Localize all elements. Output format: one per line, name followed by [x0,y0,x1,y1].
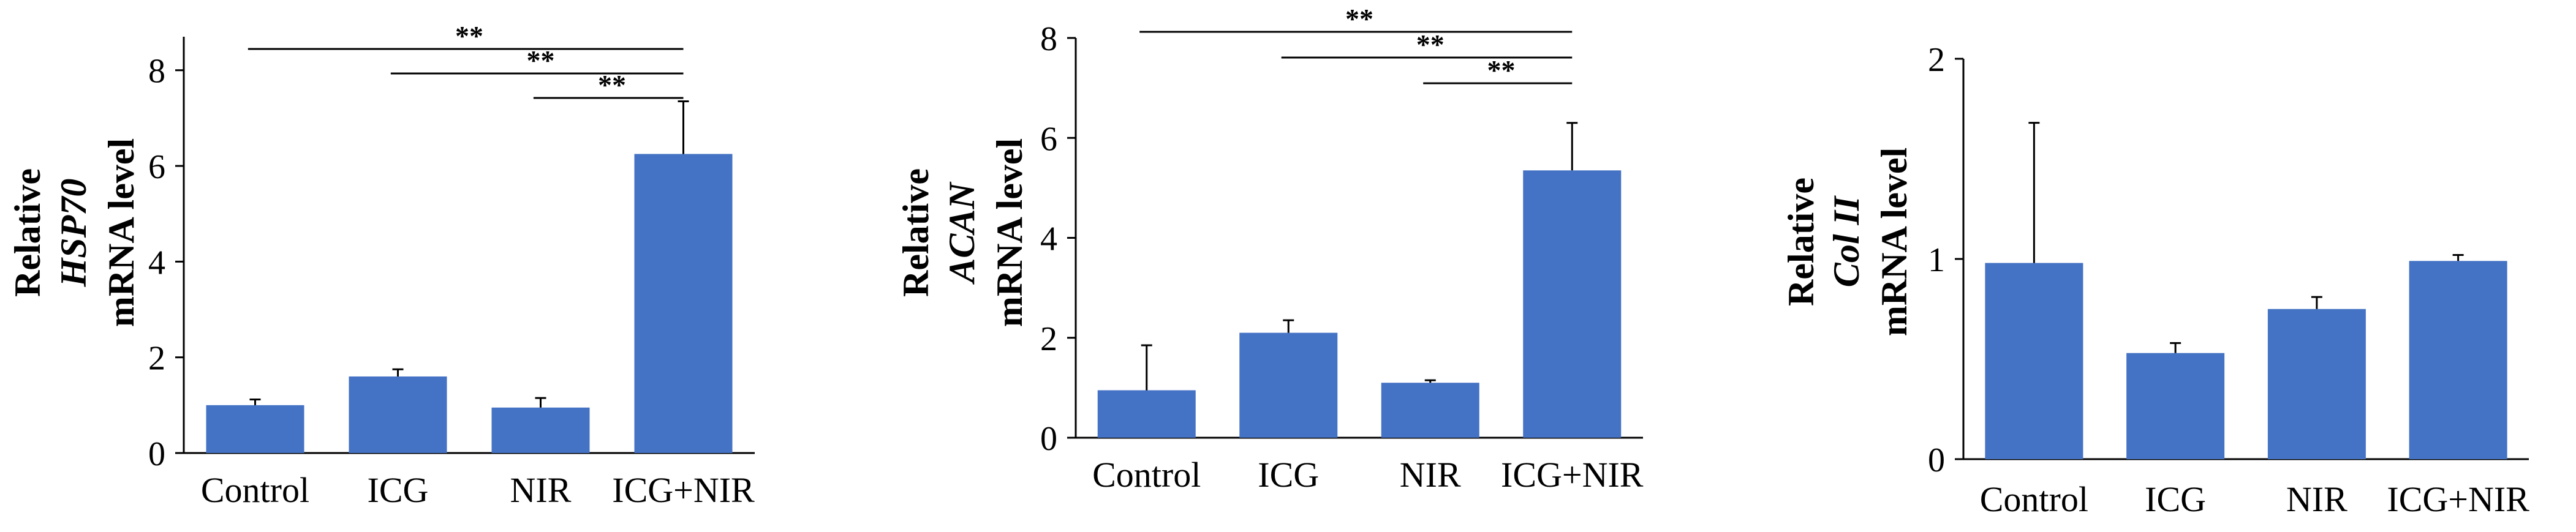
y-tick-label: 2 [1928,41,1945,79]
category-label: ICG+NIR [2387,479,2529,519]
bar-control [1985,263,2083,459]
significance-label: ** [1345,3,1373,34]
y-tick-label: 8 [148,53,165,91]
y-axis-label: Relative [7,168,48,297]
significance-label: ** [1487,54,1516,86]
category-label: NIR [2286,479,2347,519]
y-axis-label: mRNA level [989,138,1030,327]
bar-control [1097,390,1196,438]
category-label: NIR [510,470,572,510]
y-tick-label: 6 [148,148,165,186]
y-tick-label: 1 [1928,241,1945,279]
y-tick-label: 4 [148,244,165,282]
y-axis-label: ACAN [942,181,982,285]
y-tick-label: 2 [1040,320,1057,358]
bar-icg [349,376,447,453]
significance-label: ** [455,20,483,51]
y-axis-label: Relative [1781,178,1821,306]
y-tick-label: 0 [1040,420,1057,458]
y-axis-label: Relative [896,168,936,297]
bar-nir [491,407,590,453]
category-label: ICG+NIR [1501,455,1644,495]
bar-icg [2126,353,2225,459]
y-tick-label: 4 [1040,220,1057,258]
significance-label: ** [527,45,555,76]
y-tick-label: 2 [148,340,165,378]
bar-icg [1239,332,1338,438]
bar-nir [1381,383,1479,438]
y-tick-label: 6 [1040,120,1057,158]
y-axis-label: Col II [1826,195,1867,287]
chart-panel-3: 0 1 2 Control ICG NIR ICG+NIR Relative Col II mRN… [1781,41,2529,519]
category-label: Control [1092,455,1201,495]
bar-control [206,405,304,453]
category-label: Control [201,470,309,510]
chart-panel-2: 0 2 4 6 8 Control ICG NIR ICG+NIR ** ** ** Relative A… [896,3,1644,495]
y-tick-label: 0 [1928,441,1945,479]
bar-icg-nir [2409,261,2507,459]
y-tick-label: 8 [1040,20,1057,58]
category-label: Control [1980,479,2088,519]
y-tick-label: 0 [148,435,165,473]
chart-panel-1: 0 2 4 6 8 Control ICG NIR ICG+NIR ** ** ** Relative H… [7,20,755,510]
category-label: ICG+NIR [612,470,755,510]
category-label: ICG [1258,455,1319,495]
category-label: ICG [368,470,429,510]
y-axis-label: HSP70 [53,179,94,288]
bar-nir [2267,309,2366,459]
y-axis-label: mRNA level [1874,148,1914,336]
bar-icg-nir [634,154,733,453]
significance-label: ** [1416,29,1445,60]
category-label: ICG [2145,479,2206,519]
y-axis-label: mRNA level [101,138,142,327]
bar-icg-nir [1523,170,1622,438]
significance-label: ** [598,69,626,100]
category-label: NIR [1400,455,1461,495]
